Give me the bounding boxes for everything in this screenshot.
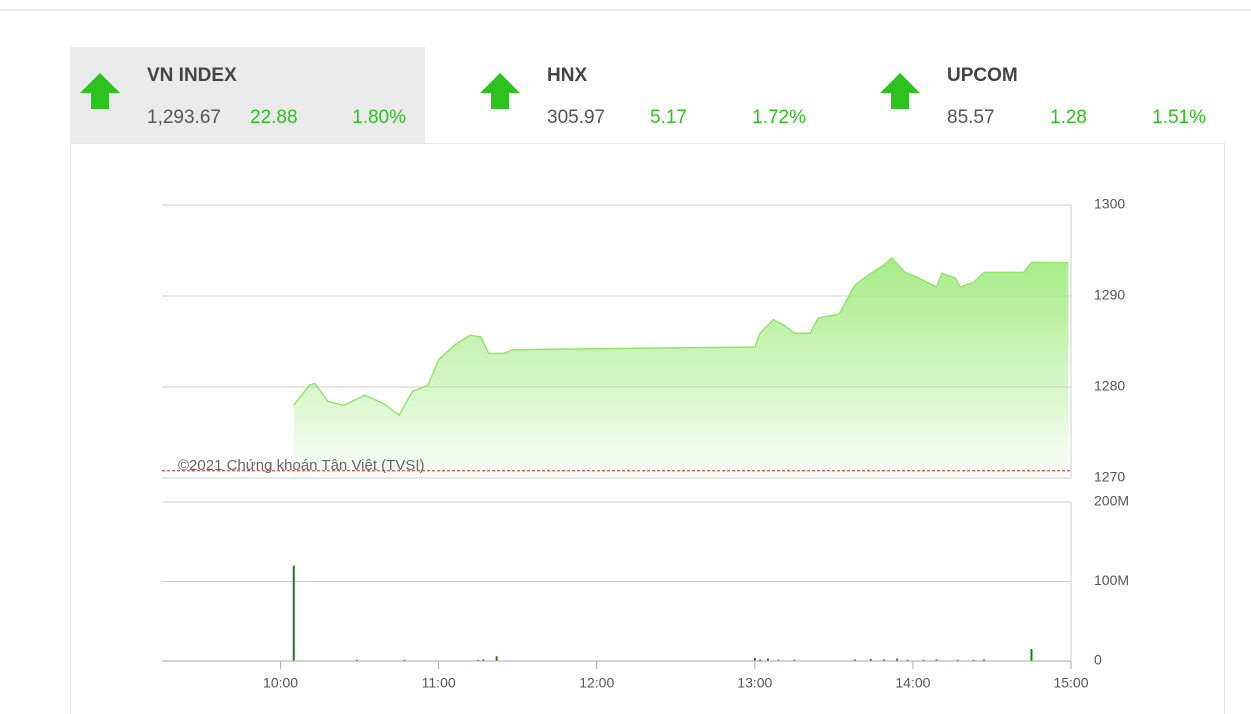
volume-bar <box>777 659 780 661</box>
y-tick-label: 0 <box>1094 652 1102 668</box>
y-tick-label: 1270 <box>1094 469 1125 485</box>
x-tick-label: 13:00 <box>737 675 772 691</box>
volume-bar <box>896 658 899 661</box>
index-change: 1.28 <box>1050 107 1087 128</box>
watermark: ©2021 Chứng khoán Tân Việt (TVSI) <box>178 457 425 474</box>
x-tick-label: 14:00 <box>895 675 930 691</box>
volume-bar <box>495 656 498 661</box>
up-arrow <box>480 73 520 109</box>
volume-bar <box>292 565 295 661</box>
volume-bar <box>922 659 925 661</box>
y-tick-label: 1290 <box>1094 287 1125 303</box>
x-tick-label: 15:00 <box>1053 675 1088 691</box>
volume-bar <box>869 659 872 661</box>
volume-bar <box>482 659 485 661</box>
volume-bar <box>753 657 756 661</box>
volume-bar <box>759 659 762 661</box>
up-arrow <box>880 73 920 109</box>
y-tick-label: 1300 <box>1094 196 1125 212</box>
index-value: 85.57 <box>947 107 995 128</box>
x-tick-label: 11:00 <box>422 675 456 691</box>
index-name[interactable]: UPCOM <box>947 65 1018 86</box>
index-value: 305.97 <box>547 107 605 128</box>
volume-bar <box>882 659 885 661</box>
index-percent: 1.72% <box>752 107 806 128</box>
volume-bar <box>956 659 959 661</box>
volume-bar <box>477 659 480 661</box>
y-tick-label: 200M <box>1094 493 1129 509</box>
tab-bg <box>70 47 425 143</box>
volume-bar <box>793 659 796 661</box>
index-value: 1,293.67 <box>147 107 221 128</box>
index-change: 5.17 <box>650 107 687 128</box>
index-name[interactable]: VN INDEX <box>147 65 237 86</box>
up-arrow <box>80 73 120 109</box>
volume-bar <box>906 659 909 661</box>
price-line <box>293 256 1069 417</box>
volume-bar <box>853 659 856 661</box>
volume-bar <box>767 658 769 661</box>
volume-bar <box>403 659 406 661</box>
volume-bar <box>935 659 938 661</box>
index-percent: 1.80% <box>352 107 406 128</box>
y-tick-label: 100M <box>1094 572 1129 588</box>
index-percent: 1.51% <box>1152 107 1206 128</box>
index-name[interactable]: HNX <box>547 65 587 86</box>
x-tick-label: 10:00 <box>263 675 298 691</box>
y-tick-label: 1280 <box>1094 378 1125 394</box>
volume-bar <box>983 659 986 661</box>
x-tick-label: 12:00 <box>579 675 614 691</box>
area-fill <box>293 257 1069 478</box>
index-change: 22.88 <box>250 107 298 128</box>
volume-bar <box>355 659 358 661</box>
volume-bar <box>1030 649 1033 661</box>
volume-bar <box>972 659 975 661</box>
